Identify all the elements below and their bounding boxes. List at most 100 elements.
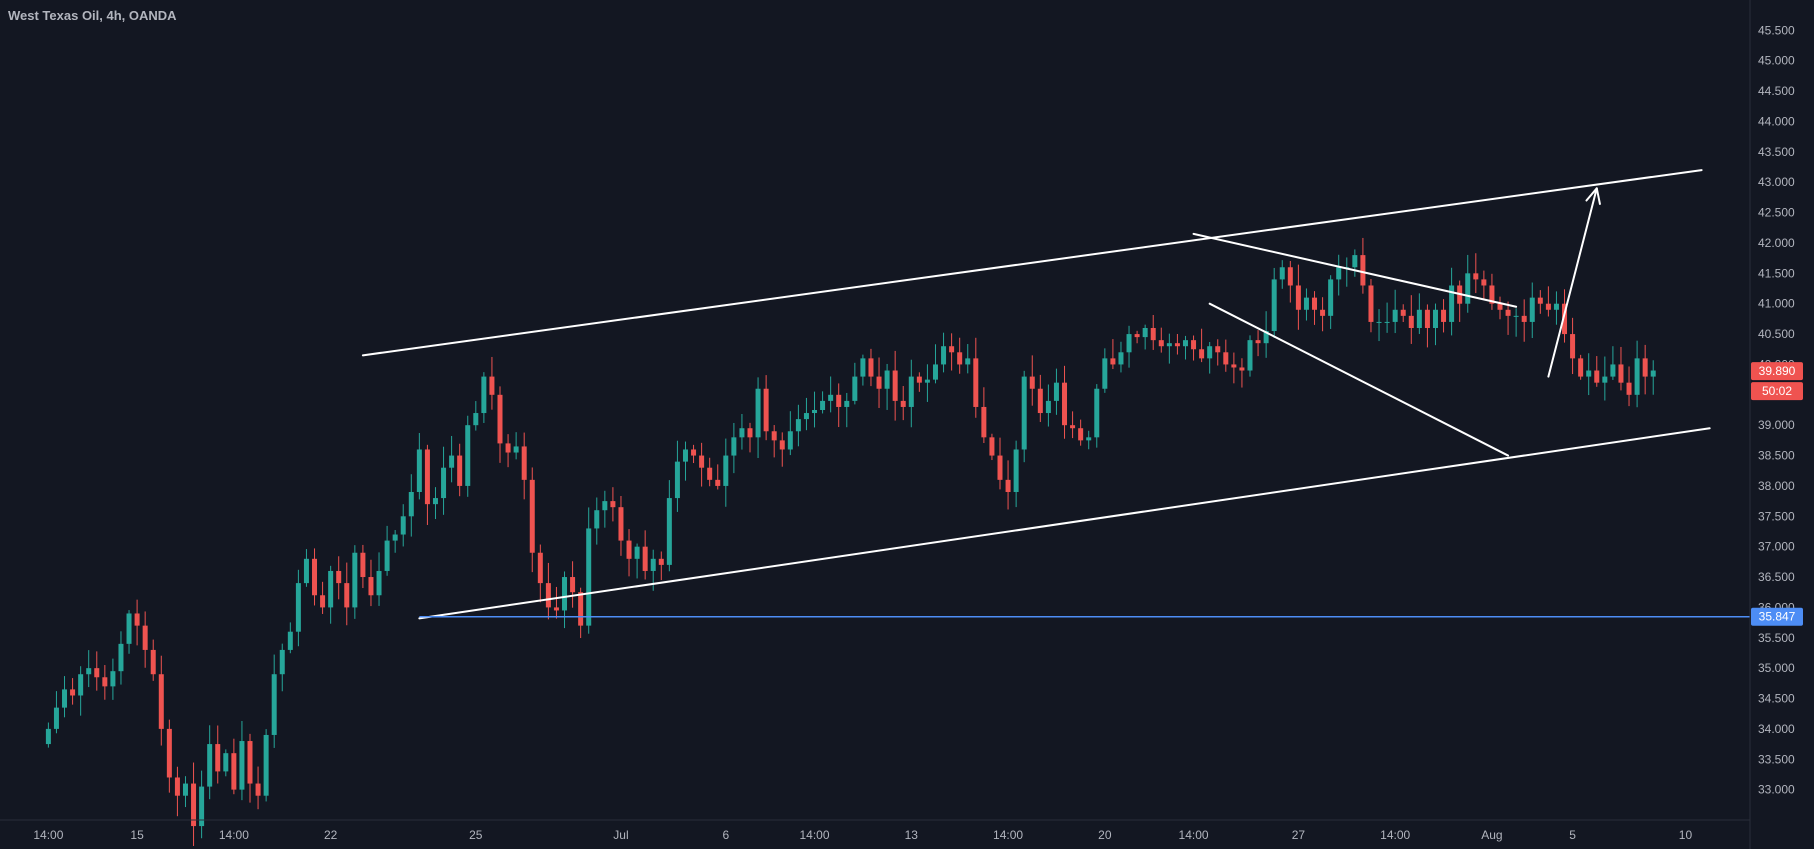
candle <box>1441 299 1447 333</box>
candle-body <box>1215 346 1221 353</box>
candle-body <box>812 410 818 414</box>
candle-body <box>449 455 455 468</box>
candle <box>1408 295 1414 344</box>
chart-title: West Texas Oil, 4h, OANDA <box>8 8 177 23</box>
candle-body <box>521 446 527 480</box>
candle <box>1182 335 1188 360</box>
time-tick-label: 25 <box>469 828 483 842</box>
candle-body <box>1263 331 1269 344</box>
candle <box>352 545 358 619</box>
candle-body <box>1602 376 1608 383</box>
candle-body <box>1199 349 1205 359</box>
candle-body <box>1223 352 1229 365</box>
candle <box>868 348 874 387</box>
candle-body <box>731 437 737 456</box>
candle-body <box>142 625 148 650</box>
candle <box>279 643 285 692</box>
candle-body <box>803 413 809 420</box>
candle <box>1174 333 1180 355</box>
price-tick-label: 40.500 <box>1758 327 1795 341</box>
candle <box>102 665 108 700</box>
price-tick-label: 38.500 <box>1758 449 1795 463</box>
candle <box>1634 340 1640 408</box>
candle-body <box>1182 340 1188 347</box>
candle <box>876 357 882 408</box>
candle-body <box>1360 255 1366 286</box>
candle-body <box>134 613 140 626</box>
support-price-badge: 35.847 <box>1751 607 1803 626</box>
price-tick-label: 44.000 <box>1758 114 1795 128</box>
candle <box>981 387 987 443</box>
countdown-badge-bg <box>1751 382 1803 401</box>
candle-body <box>1424 309 1430 328</box>
candle-body <box>231 753 237 790</box>
candle <box>312 548 318 606</box>
candle-body <box>118 643 124 672</box>
candle-body <box>1408 315 1414 328</box>
candle <box>892 350 898 421</box>
candle-body <box>932 364 938 380</box>
candle-body <box>1053 382 1059 401</box>
candle <box>828 376 834 413</box>
candle-body <box>908 376 914 407</box>
price-tick-label: 45.500 <box>1758 23 1795 37</box>
candle <box>142 611 148 668</box>
candle <box>1594 356 1600 387</box>
candle <box>844 392 850 428</box>
candle <box>836 383 842 428</box>
candle <box>1279 260 1285 289</box>
candle-body <box>529 479 535 553</box>
candle <box>1489 273 1495 310</box>
candle-body <box>1126 334 1132 353</box>
candle-body <box>900 400 906 407</box>
candle <box>1118 341 1124 373</box>
candle <box>182 776 188 808</box>
candle <box>449 435 455 483</box>
candle-body <box>174 777 180 796</box>
candle <box>521 432 527 500</box>
candle-body <box>497 394 503 444</box>
candle <box>949 333 955 371</box>
candle <box>1158 327 1164 353</box>
candle-body <box>94 668 100 678</box>
time-axis[interactable]: 14:00 15 14:00 22 25 Jul 6 14:00 13 14:00 20 14:00 2… <box>33 828 1692 842</box>
candle <box>1215 339 1221 366</box>
price-tick-label: 42.000 <box>1758 236 1795 250</box>
candle-body <box>1320 309 1326 316</box>
candle <box>529 467 535 573</box>
candle <box>747 422 753 453</box>
candle <box>505 434 511 468</box>
candle <box>1618 346 1624 391</box>
candle <box>408 474 414 537</box>
candle-body <box>53 707 59 729</box>
time-tick-label: 14:00 <box>993 828 1023 842</box>
candle-body <box>1062 382 1068 426</box>
candle <box>1513 308 1519 337</box>
candle <box>715 464 721 490</box>
candle <box>303 549 309 587</box>
candle <box>787 411 793 456</box>
time-tick-label: 15 <box>130 828 144 842</box>
candle <box>376 552 382 606</box>
candle-body <box>1328 279 1334 316</box>
price-axis[interactable]: 33.00033.50034.00034.50035.00035.50036.0… <box>1758 23 1795 796</box>
candle-body <box>1432 309 1438 328</box>
candle <box>1271 267 1277 338</box>
candle <box>1231 352 1237 384</box>
candle <box>723 438 729 507</box>
candle-body <box>586 528 592 626</box>
candle <box>763 375 769 441</box>
candle <box>634 543 640 579</box>
candle-body <box>852 376 858 401</box>
candle <box>1021 370 1027 463</box>
candle <box>1110 339 1116 370</box>
candle <box>263 729 269 802</box>
candle <box>1416 293 1422 334</box>
candle-body <box>836 394 842 407</box>
candle-body <box>1586 370 1592 377</box>
candle <box>1537 290 1543 314</box>
candle <box>465 415 471 497</box>
price-tick-label: 36.500 <box>1758 570 1795 584</box>
candle-body <box>763 388 769 432</box>
